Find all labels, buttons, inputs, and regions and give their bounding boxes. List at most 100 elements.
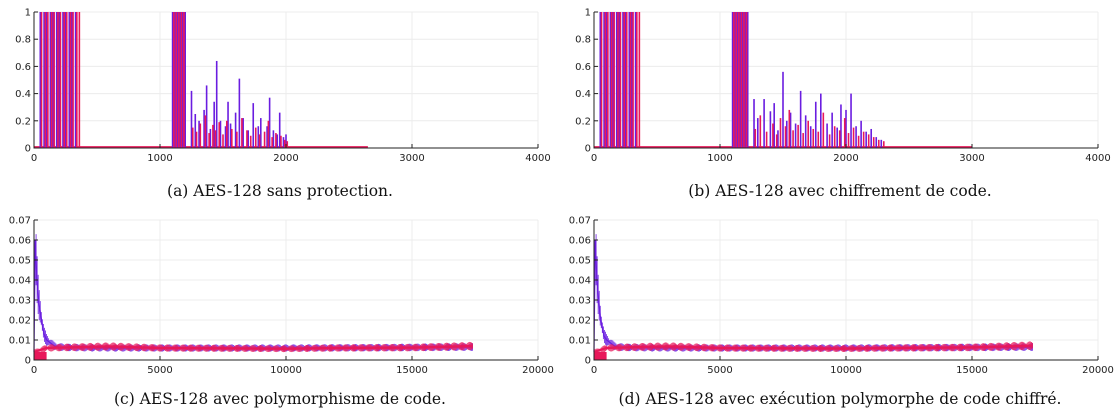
y-tick-label: 1 [585,8,591,19]
bar-series-1 [196,132,198,148]
caption-a: (a) AES-128 sans protection. [0,182,560,200]
y-tick-label: 0.2 [15,116,31,127]
figure-c: 0 5000 10000 15000 20000 0 0.01 0.02 0.03 0.04 0.0… [0,208,560,416]
bar-series-1 [848,133,850,148]
bar-series-1 [736,12,738,148]
bar-series-1 [205,115,207,148]
y-tick-label: 0.2 [575,116,591,127]
bar-series-1 [192,128,194,148]
bar-series-1 [53,12,55,148]
bar-series-1 [883,141,885,148]
x-tick-label: 4000 [1085,153,1110,164]
bar-series-1 [780,118,782,148]
figure-b: 0 1000 2000 3000 4000 0 0.2 0.4 0.6 0.8 1 (b) AES-… [560,0,1120,208]
bar-series-0 [850,94,852,148]
bar-series-0 [855,126,857,148]
bar-series-1 [264,132,266,148]
bar-series-0 [239,79,241,148]
y-tick-label: 1 [25,8,31,19]
bar-series-1 [863,132,865,148]
y-tick-label: 0.8 [15,35,31,46]
figure-d: 0 5000 10000 15000 20000 0 0.01 0.02 0.03 0.04 0.0… [560,208,1120,416]
x-tick-label: 10000 [270,365,302,376]
bar-series-1 [623,12,625,148]
bar-series-1 [79,12,81,148]
bar-series-1 [878,140,880,148]
x-tick-label: 5000 [147,365,172,376]
bar-series-1 [834,126,836,148]
bar-series-0 [870,129,872,148]
y-tick-label: 0 [585,356,591,367]
x-tick-label: 0 [31,365,37,376]
bar-series-1 [250,136,252,148]
bar-series-1 [760,115,762,148]
bar-series-1 [176,12,178,148]
bar-series-1 [226,121,228,148]
x-tick-label: 20000 [522,365,554,376]
bar-series-1 [183,12,185,148]
y-tick-label: 0.4 [575,89,591,100]
figure-a: 0 1000 2000 3000 4000 0 0.2 0.4 0.6 0.8 1 (a) AES-… [0,0,560,208]
bar-series-1 [792,130,794,148]
bar-series-1 [284,140,286,148]
bar-series-1 [873,137,875,148]
bar-series-1 [772,124,774,148]
line-series-0 [594,234,1032,353]
bar-series-0 [875,137,877,148]
x-tick-label: 0 [31,153,37,164]
bar-series-1 [70,12,72,148]
chart-b: 0 1000 2000 3000 400000.20.40.60.81 [560,0,1120,170]
bar-series-1 [733,12,735,148]
bar-series-1 [611,12,613,148]
x-tick-label: 20000 [1082,365,1114,376]
bar-series-1 [613,12,615,148]
bar-series-1 [286,141,288,148]
bar-series-0 [795,124,797,148]
y-tick-label: 0 [25,356,31,367]
y-tick-label: 0.05 [9,256,31,267]
bar-series-1 [236,132,238,148]
bar-series-0 [757,118,759,148]
bar-series-1 [868,134,870,148]
y-tick-label: 0.8 [575,35,591,46]
bar-series-1 [620,12,622,148]
y-tick-label: 0.6 [575,62,591,73]
series-line [34,240,472,352]
x-tick-label: 0 [591,153,597,164]
bar-series-1 [47,12,49,148]
bar-series-0 [805,115,807,148]
x-tick-label: 15000 [396,365,428,376]
bar-series-0 [880,140,882,148]
bar-series-1 [797,125,799,148]
y-tick-label: 0.06 [569,236,591,247]
series-line [594,240,1032,352]
bar-series-1 [255,128,257,148]
bar-series-1 [212,125,214,148]
y-tick-label: 0.4 [15,89,31,100]
bar-series-1 [754,129,756,148]
bar-series-1 [231,129,233,148]
y-tick-label: 0.07 [569,216,591,227]
bar-series-0 [831,113,833,148]
bar-series-1 [57,12,59,148]
bar-series-1 [66,12,68,148]
bar-series-1 [789,110,791,148]
x-tick-label: 2000 [273,153,298,164]
bar-series-1 [60,12,62,148]
bar-series-1 [605,12,607,148]
bar-series-1 [858,136,860,148]
bar-series-0 [810,126,812,148]
y-tick-label: 0 [25,144,31,155]
bar-series-1 [178,12,180,148]
bar-series-0 [865,132,867,148]
y-tick-label: 0.07 [9,216,31,227]
line-series-1 [34,342,472,354]
y-tick-label: 0.03 [569,296,591,307]
y-tick-label: 0.04 [9,276,31,287]
x-tick-label: 4000 [525,153,550,164]
bar-series-0 [770,111,772,148]
bar-series-1 [76,12,78,148]
bar-series-1 [802,133,804,148]
bar-series-1 [259,134,261,148]
bar-series-1 [601,12,603,148]
